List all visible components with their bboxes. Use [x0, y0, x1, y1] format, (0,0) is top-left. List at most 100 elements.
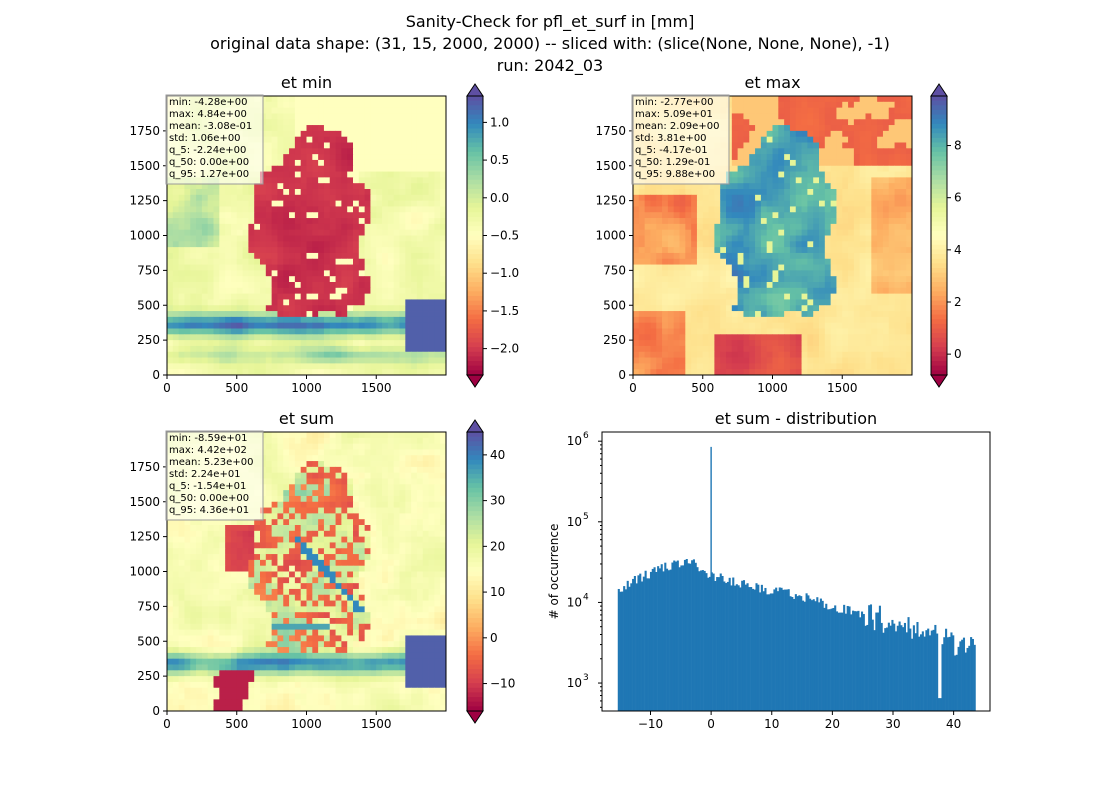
histogram-bar	[896, 625, 899, 711]
et-sum-ytick-label: 1250	[129, 530, 160, 544]
histogram-bar	[923, 636, 926, 711]
et-min-stats-line: max: 4.84e+00	[169, 109, 247, 120]
histogram-bar	[810, 600, 813, 711]
histogram-bar	[875, 612, 878, 711]
histogram-bar	[767, 594, 771, 711]
et-sum-colorbar-tick-label: −10	[490, 677, 515, 691]
histogram-bar	[934, 624, 937, 711]
histogram-bar	[964, 652, 967, 711]
histogram-bar	[759, 592, 762, 711]
et-min-ytick-label: 500	[137, 298, 160, 312]
et-max-colorbar-tick-label: 8	[954, 139, 962, 153]
histogram-bar	[626, 580, 629, 711]
histogram-bar	[676, 560, 679, 711]
histogram-bar	[835, 611, 839, 711]
histogram-bar	[791, 596, 794, 711]
histogram-bar	[700, 570, 703, 711]
histogram-bar	[941, 644, 944, 711]
et-sum-ytick-label: 750	[137, 599, 160, 613]
figure-title-line-2: original data shape: (31, 15, 2000, 2000…	[210, 34, 890, 53]
histogram-bar	[782, 589, 785, 711]
et-max-colorbar-extend-min	[930, 374, 948, 388]
histogram-bar	[696, 567, 699, 711]
histogram-bar	[968, 645, 971, 711]
histogram-bar	[920, 634, 923, 711]
histogram-bar	[814, 601, 817, 711]
histogram-bar	[657, 566, 660, 711]
histogram-bar	[628, 586, 631, 711]
et-sum-stats-line: mean: 5.23e+00	[169, 457, 253, 468]
et-min-stats-line: q_5: -2.24e+00	[169, 145, 246, 156]
histogram-bar	[953, 655, 957, 711]
histogram-bar	[741, 580, 744, 711]
et-max-colorbar-tick-label: 2	[954, 295, 962, 309]
histogram-bar	[687, 563, 690, 711]
histogram-bar	[716, 577, 719, 711]
histogram-bar	[894, 631, 898, 711]
histogram-bar	[667, 570, 670, 711]
figure-title-line-1: Sanity-Check for pfl_et_surf in [mm]	[405, 12, 695, 31]
histogram-bar	[701, 570, 704, 711]
histogram-bar	[641, 581, 644, 711]
et-max-ytick-label: 0	[618, 368, 626, 382]
histogram-bar	[834, 605, 837, 711]
histogram-ytick-exponent: 3	[583, 673, 589, 683]
histogram-bar	[959, 641, 962, 711]
histogram-bar	[832, 607, 835, 711]
et-sum-colorbar-tick-label: 40	[490, 448, 505, 462]
et-min-ytick-label: 0	[152, 368, 160, 382]
histogram-bar	[911, 638, 914, 711]
et-min-ytick-label: 1500	[129, 159, 160, 173]
histogram-ytick-exponent: 5	[583, 512, 589, 522]
et-min-colorbar-extend-min	[466, 374, 484, 388]
et-max-title: et max	[744, 73, 800, 92]
histogram-bar	[878, 605, 881, 711]
histogram-bar	[893, 623, 896, 711]
histogram-bar	[666, 568, 669, 711]
et-sum-ytick-label: 500	[137, 634, 160, 648]
histogram-bar	[882, 632, 885, 711]
histogram-bar	[785, 589, 788, 711]
histogram-bar	[698, 571, 701, 711]
histogram-bar	[762, 591, 765, 711]
et-min-colorbar-tick-label: 0.5	[490, 153, 509, 167]
histogram-bar	[734, 585, 737, 711]
histogram-bar	[927, 628, 930, 711]
histogram-bar	[703, 570, 706, 711]
histogram-ytick-label: 10	[567, 676, 582, 690]
histogram-ytick-label: 10	[567, 515, 582, 529]
et-max-stats-line: std: 3.81e+00	[635, 133, 707, 144]
histogram-bar	[648, 578, 651, 711]
et-min-colorbar-tick-label: 0.0	[490, 191, 509, 205]
histogram-bar	[787, 589, 790, 711]
histogram-bar	[877, 612, 880, 711]
et-sum-xtick-label: 1000	[291, 717, 322, 731]
histogram-bar	[744, 584, 747, 711]
et-min-colorbar-extend-max	[466, 83, 484, 97]
histogram-bar	[966, 647, 969, 711]
et-max-stats-line: min: -2.77e+00	[635, 97, 714, 108]
histogram-bar	[766, 594, 769, 711]
et-max-ytick-label: 500	[603, 298, 626, 312]
et-min-xtick-label: 1500	[361, 381, 392, 395]
histogram-bar	[746, 583, 749, 711]
et-max-colorbar-tick-label: 6	[954, 191, 962, 205]
histogram-bar	[669, 569, 672, 711]
histogram-bar	[651, 568, 654, 711]
et-min-colorbar-tick-label: 1.0	[490, 115, 509, 129]
et-sum-colorbar-tick-label: 10	[490, 585, 505, 599]
histogram-bar	[887, 622, 890, 711]
histogram-bar	[633, 575, 636, 711]
et-min-colorbar-tick-label: −0.5	[490, 229, 519, 243]
histogram-bar	[871, 619, 874, 711]
histogram-xtick-label: 30	[885, 717, 900, 731]
histogram-spike-bar	[710, 446, 712, 711]
histogram-bar	[732, 577, 735, 711]
histogram-bar	[902, 627, 905, 711]
histogram-bar	[860, 611, 864, 711]
histogram-bar	[918, 636, 921, 711]
et-max-xtick-label: 500	[691, 381, 714, 395]
histogram-bar	[857, 610, 860, 711]
